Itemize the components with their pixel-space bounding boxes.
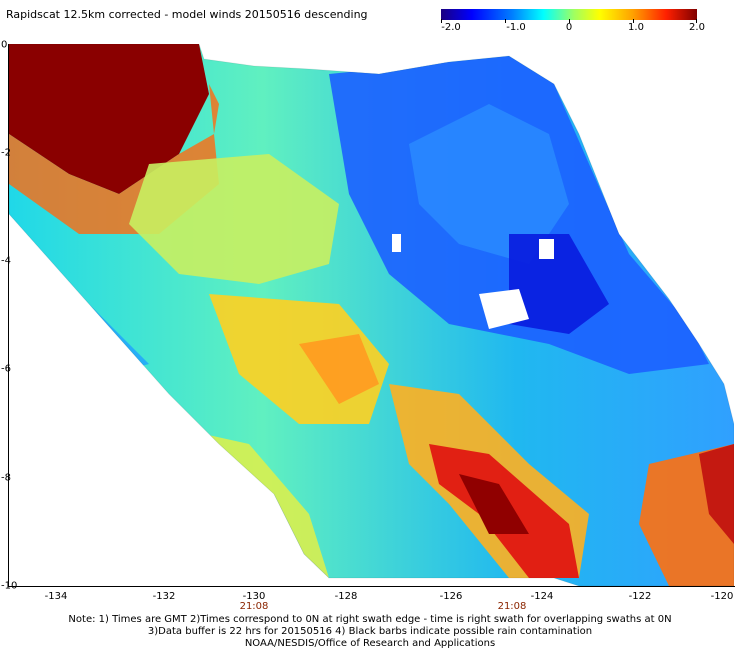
x-axis-label: -120	[710, 591, 734, 602]
x-axis-label: -124	[530, 591, 554, 602]
colorbar-label: 1.0	[628, 22, 644, 33]
colorbar-label: -2.0	[441, 22, 461, 33]
x-axis-label: -122	[628, 591, 652, 602]
colorbar-label: -1.0	[506, 22, 526, 33]
x-axis-label: -130	[242, 591, 266, 602]
y-axis-label: -10	[1, 580, 18, 592]
y-axis-label: 0	[1, 39, 8, 51]
y-axis-label: -8	[1, 472, 11, 484]
footnote-line-1: Note: 1) Times are GMT 2)Times correspon…	[68, 614, 672, 625]
y-axis-label: -2	[1, 147, 11, 159]
colorbar-tick	[633, 19, 634, 23]
colorbar-label: 2.0	[689, 22, 705, 33]
colorbar-tick	[505, 19, 506, 23]
swath-time-label: 21:08	[239, 601, 269, 612]
map-title: Rapidscat 12.5km corrected - model winds…	[6, 8, 368, 21]
colorbar-tick	[569, 19, 570, 23]
y-axis-label: -6	[1, 363, 11, 375]
colorbar-tick	[696, 19, 697, 23]
colorbar	[441, 9, 697, 20]
map-frame	[8, 44, 735, 587]
x-axis-label: -132	[152, 591, 176, 602]
x-axis-label: -128	[334, 591, 358, 602]
wind-difference-swath	[9, 44, 734, 586]
swath-time-label: 21:08	[497, 601, 527, 612]
colorbar-tick	[441, 19, 442, 23]
colorbar-label: 0	[565, 22, 573, 33]
y-axis-label: -4	[1, 255, 11, 267]
x-axis-label: -126	[439, 591, 463, 602]
footnote-line-3: NOAA/NESDIS/Office of Research and Appli…	[244, 638, 496, 649]
x-axis-label: -134	[44, 591, 68, 602]
footnote-line-2: 3)Data buffer is 22 hrs for 20150516 4) …	[147, 626, 593, 637]
